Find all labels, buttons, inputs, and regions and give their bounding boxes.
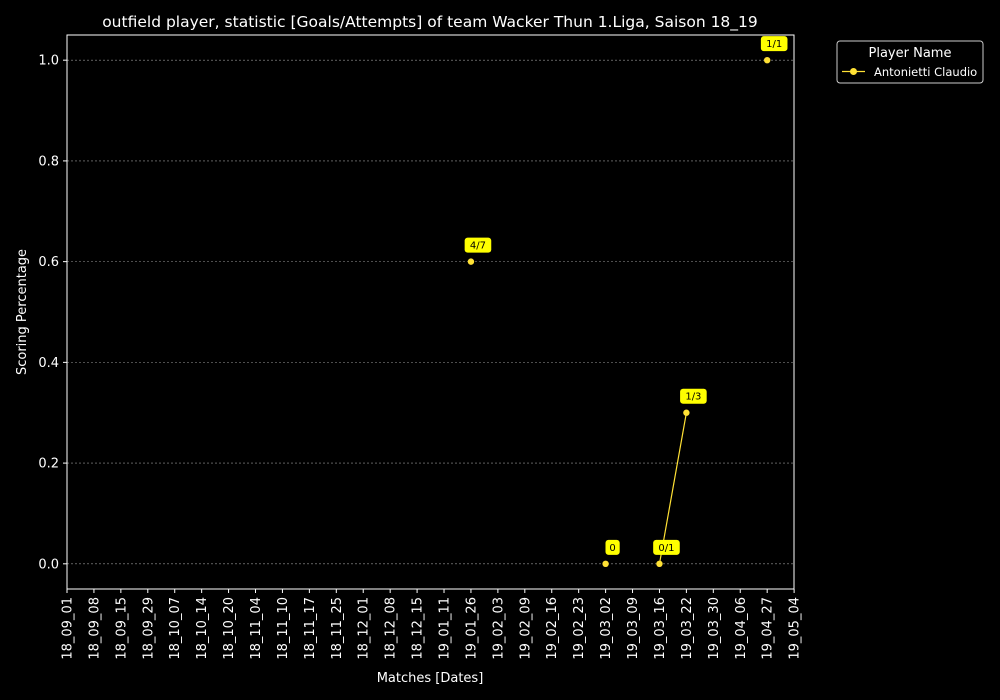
x-tick-label: 18_12_15	[411, 597, 426, 660]
x-tick-label: 18_11_25	[330, 597, 345, 660]
legend-box	[836, 40, 984, 84]
data-label: 0	[609, 543, 615, 554]
chart-title: outfield player, statistic [Goals/Attemp…	[102, 13, 758, 32]
data-label: 1/3	[685, 392, 701, 403]
x-tick-label: 19_02_23	[572, 597, 587, 660]
data-point	[683, 409, 690, 416]
x-tick-label: 19_02_03	[491, 597, 506, 660]
x-tick-label: 18_11_04	[249, 597, 264, 660]
x-axis-label: Matches [Dates]	[377, 671, 484, 686]
x-tick-label: 19_04_06	[734, 597, 749, 660]
data-point	[656, 560, 663, 568]
x-tick-label: 19_03_22	[680, 597, 695, 660]
x-tick-label: 18_10_07	[168, 597, 183, 660]
legend-title: Player Name	[869, 46, 952, 61]
data-point	[763, 56, 771, 64]
data-label: 0/1	[658, 543, 674, 554]
x-tick-label: 18_09_01	[61, 597, 76, 660]
plot-frame	[66, 34, 795, 590]
y-axis-ticks: 0.0 0.2 0.4 0.6 0.8 1.0	[38, 54, 67, 572]
grid-lines	[67, 59, 794, 565]
x-tick-label: 19_04_27	[761, 597, 776, 660]
data-label: 1/1	[766, 39, 782, 50]
series-layer: 4/7 0 0/1 1/3 1/1	[464, 36, 788, 568]
x-tick-label: 18_11_17	[303, 597, 318, 660]
x-tick-label: 18_12_08	[384, 597, 399, 660]
y-tick-label: 0.8	[38, 154, 59, 169]
x-tick-label: 18_11_10	[276, 597, 291, 660]
x-tick-label: 19_02_16	[545, 597, 560, 660]
x-tick-label: 19_01_26	[464, 597, 479, 660]
data-point	[467, 258, 475, 265]
y-tick-label: 1.0	[38, 54, 59, 69]
x-tick-label: 18_09_29	[141, 597, 156, 660]
y-tick-label: 0.2	[38, 457, 59, 472]
x-tick-label: 18_12_01	[357, 597, 372, 660]
x-tick-label: 19_03_16	[653, 597, 668, 660]
x-tick-label: 18_10_20	[222, 597, 237, 660]
y-tick-label: 0.6	[38, 255, 59, 270]
x-tick-label: 19_02_09	[518, 597, 533, 660]
data-label-box	[653, 539, 680, 555]
x-tick-label: 19_03_02	[599, 597, 614, 660]
data-label-box	[464, 237, 492, 253]
x-tick-label: 19_05_04	[788, 597, 803, 660]
x-tick-label: 18_10_14	[195, 597, 210, 660]
data-label-box	[760, 36, 788, 52]
x-tick-label: 19_03_30	[707, 597, 722, 660]
series-line-segment	[658, 412, 687, 564]
legend-dot-marker	[850, 68, 857, 75]
x-axis-ticks: 18_09_01 18_09_08 18_09_15 18_09_29 18_10_07…	[61, 589, 803, 660]
x-tick-label: 18_09_15	[114, 597, 129, 660]
data-point	[602, 560, 609, 568]
x-tick-label: 18_09_08	[87, 597, 102, 660]
y-tick-label: 0.4	[38, 356, 59, 371]
data-label-box	[605, 539, 620, 555]
data-label-box	[680, 388, 707, 404]
x-tick-label: 19_01_11	[438, 597, 453, 660]
data-label: 4/7	[470, 241, 486, 252]
legend-series-name: Antonietti Claudio	[874, 65, 977, 79]
legend: Player Name Antonietti Claudio	[836, 40, 984, 84]
y-axis-label: Scoring Percentage	[15, 249, 30, 375]
y-tick-label: 0.0	[38, 557, 59, 572]
x-tick-label: 19_03_09	[626, 597, 641, 660]
